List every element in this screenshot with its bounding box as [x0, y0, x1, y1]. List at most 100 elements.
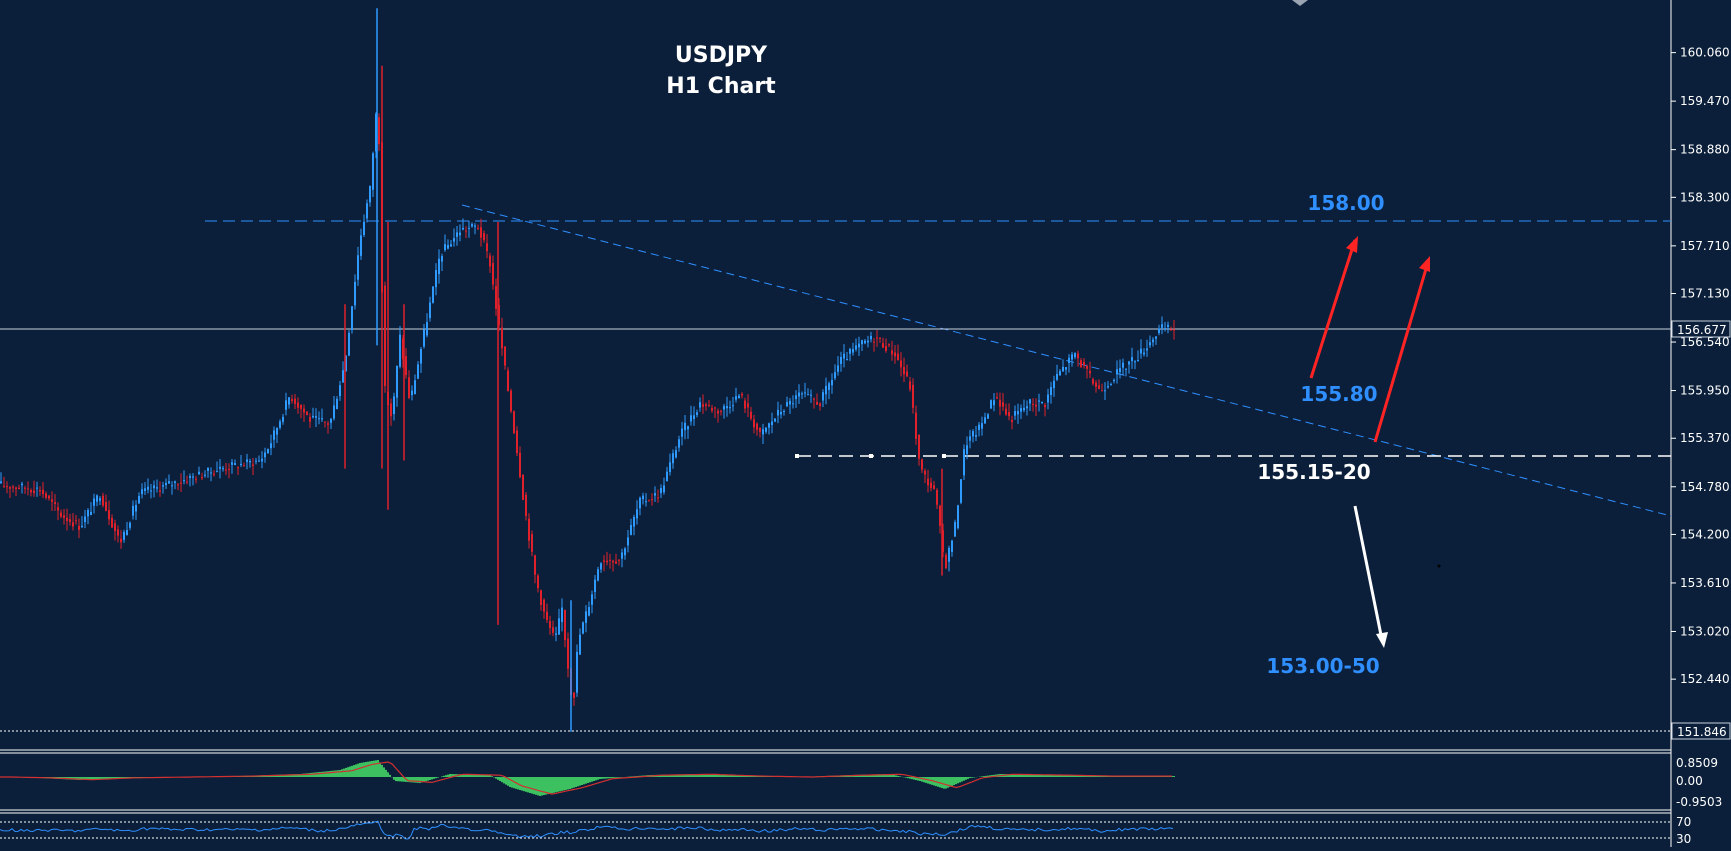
candle-body	[453, 238, 455, 242]
candle-body	[303, 408, 305, 413]
candle-body	[0, 481, 2, 484]
candle-body	[273, 430, 275, 440]
candle-body	[792, 403, 794, 405]
candle-body	[492, 263, 494, 285]
support-anchor-1[interactable]	[795, 454, 799, 458]
candle-body	[687, 426, 689, 430]
candle-body	[711, 408, 713, 411]
candle-body	[87, 509, 89, 517]
candle-body	[156, 487, 158, 489]
candle-body	[879, 337, 881, 339]
candle-body	[99, 498, 101, 501]
candle-body	[291, 399, 293, 402]
candle-body	[66, 517, 68, 522]
candle-body	[1119, 368, 1121, 373]
candle-body	[501, 327, 503, 349]
candle-body	[882, 343, 884, 348]
candle-body	[969, 436, 971, 441]
candle-body	[699, 402, 701, 408]
candle-body	[585, 611, 587, 623]
candle-body	[45, 493, 47, 498]
candle-body	[201, 477, 203, 479]
candle-body	[132, 505, 134, 516]
rsi-line	[0, 820, 1174, 840]
candle-body	[978, 424, 980, 430]
chart-subtitle: H1 Chart	[666, 74, 776, 99]
candle-body	[1059, 371, 1061, 376]
candle-body	[999, 399, 1001, 407]
candle-body	[435, 270, 437, 288]
candle-body	[57, 507, 59, 511]
candle-body	[651, 499, 653, 501]
drawing-tools	[0, 204, 1672, 517]
candle-body	[465, 230, 467, 232]
candle-body	[1068, 357, 1070, 364]
candle-body	[825, 385, 827, 395]
candle-body	[1167, 324, 1169, 327]
candle-body	[396, 365, 398, 398]
candle-body	[327, 423, 329, 425]
candle-body	[42, 489, 44, 495]
candle-body	[402, 338, 404, 360]
support-anchor-3[interactable]	[942, 454, 946, 458]
candle-body	[786, 402, 788, 407]
candle-body	[279, 421, 281, 428]
candle-body	[1035, 404, 1037, 407]
candle-body	[705, 404, 707, 406]
bull-arrow-2-head-icon	[1419, 256, 1430, 272]
projection-arrows	[1309, 236, 1430, 648]
candle-body	[1089, 370, 1091, 374]
candle-body	[516, 430, 518, 454]
candle-body	[1131, 357, 1133, 362]
candle-body	[39, 490, 41, 492]
candle-body	[1149, 342, 1151, 346]
current-price-box	[1671, 320, 1731, 338]
candle-body	[795, 395, 797, 400]
price-tick-label: 153.020	[1680, 624, 1730, 638]
candle-body	[351, 306, 353, 330]
candle-body	[246, 459, 248, 462]
candle-body	[798, 392, 800, 397]
candle-body	[861, 340, 863, 345]
candle-body	[189, 476, 191, 478]
candle-body	[870, 335, 872, 340]
candle-body	[951, 540, 953, 552]
candle-body	[633, 517, 635, 527]
candle-body	[405, 356, 407, 376]
candle-body	[606, 560, 608, 563]
candle-body	[315, 416, 317, 418]
candle-body	[36, 487, 38, 489]
candle-body	[69, 519, 71, 522]
candle-body	[813, 398, 815, 400]
candle-body	[528, 518, 530, 541]
candle-body	[1047, 394, 1049, 403]
candle-body	[459, 232, 461, 236]
candle-body	[747, 403, 749, 408]
candle-body	[564, 609, 566, 641]
candle-body	[1020, 408, 1022, 412]
candle-body	[417, 364, 419, 379]
price-tick-label: 153.610	[1680, 576, 1730, 590]
candle-body	[420, 348, 422, 364]
candle-body	[186, 481, 188, 483]
chart-title: USDJPY	[675, 43, 768, 68]
price-tick-label: 155.370	[1680, 431, 1730, 445]
candle-body	[741, 393, 743, 396]
support-anchor-2[interactable]	[869, 454, 873, 458]
candle-body	[1107, 386, 1109, 388]
candle-body	[531, 534, 533, 552]
candle-body	[204, 474, 206, 476]
candle-body	[447, 244, 449, 249]
price-axis-ticks: 160.060 159.470 158.880 158.300 157.710 157.1…	[1671, 46, 1730, 686]
candle-body	[1083, 361, 1085, 366]
candle-body	[639, 497, 641, 509]
candle-body	[672, 453, 674, 464]
candle-body	[582, 622, 584, 634]
candle-body	[888, 344, 890, 346]
price-tick-label: 158.880	[1680, 143, 1730, 157]
candle-body	[1062, 366, 1064, 372]
candle-body	[732, 405, 734, 407]
macd-upper-label: 0.8509	[1676, 756, 1718, 770]
